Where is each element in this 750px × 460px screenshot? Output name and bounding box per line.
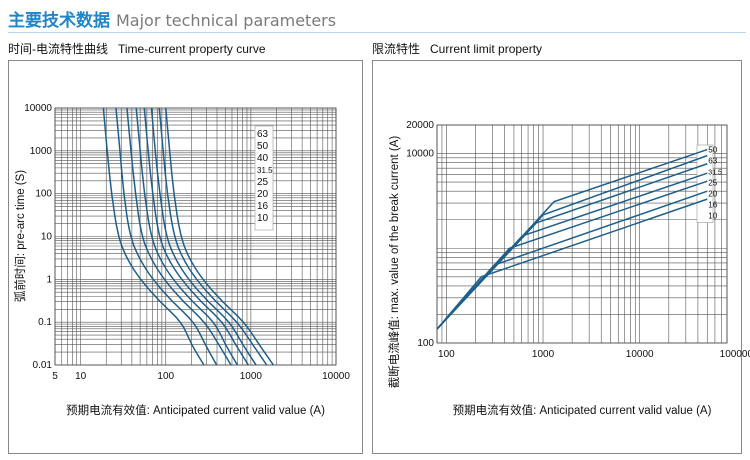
y-tick-label: 1000 [30, 146, 53, 157]
x-tick-label: 10 [75, 371, 87, 382]
x-axis-label: 预期电流有效值: Anticipated current valid value… [66, 403, 325, 417]
curve-10 [102, 107, 205, 366]
x-tick-label: 100 [157, 371, 174, 382]
curve-50 [158, 107, 268, 366]
legend-label: 25 [257, 177, 269, 188]
section-title-en: Major technical parameters [116, 11, 337, 30]
chart-time-current: 5 10 100 1000 10000 10000 1000 100 10 1 0.1 0.01 预期电… [13, 103, 350, 417]
series-label: 50 [708, 146, 717, 155]
heading-divider [8, 32, 746, 33]
x-axis-label: 预期电流有效值: Anticipated current valid value… [453, 403, 712, 417]
y-axis-label: 弧前时间: pre-arc time (S) [13, 170, 27, 302]
left-title-en: Time-current property curve [118, 42, 266, 56]
x-tick-label: 1000 [240, 371, 263, 382]
y-tick-label: 10000 [406, 149, 434, 160]
series-label: 31.5 [708, 170, 722, 177]
curve-16 [115, 107, 218, 366]
x-tick-label: 100 [438, 349, 455, 360]
legend-box [254, 125, 274, 231]
series-label: 25 [708, 179, 717, 188]
right-panel-title: 限流特性 Current limit property [372, 40, 542, 57]
y-tick-label: 1 [46, 274, 52, 285]
chart-current-limit: 100 1000 10000 100000 20000 10000 100 预期电流有效值: … [387, 120, 750, 417]
x-tick-label: 5 [52, 371, 58, 382]
curve-25 [135, 107, 239, 366]
series-label: 10 [708, 212, 717, 221]
y-tick-label: 10000 [24, 103, 52, 114]
y-tick-label: 20000 [406, 120, 434, 131]
curve-10 [436, 198, 708, 330]
legend-label: 20 [257, 189, 269, 200]
legend-label: 10 [257, 213, 269, 224]
plot-frame [436, 124, 728, 344]
legend-label: 50 [257, 141, 269, 152]
legend-label: 40 [257, 153, 269, 164]
curve-16 [436, 190, 708, 330]
plot-frame [54, 107, 337, 366]
x-tick-label: 100000 [720, 349, 750, 360]
left-panel-title: 时间-电流特性曲线 Time-current property curve [8, 40, 266, 57]
section-title-cn: 主要技术数据 [8, 11, 110, 30]
x-tick-label: 10000 [322, 371, 350, 382]
x-tick-label: 1000 [532, 349, 555, 360]
y-tick-label: 0.1 [38, 317, 52, 328]
y-tick-label: 100 [417, 338, 434, 349]
y-tick-label: 10 [41, 232, 53, 243]
y-axis-label: 截断电流峰值: max. value of the break current … [387, 136, 401, 389]
right-title-cn: 限流特性 [372, 42, 421, 56]
time-current-panel [8, 60, 363, 454]
curve-31-5 [143, 107, 249, 366]
section-heading: 主要技术数据 Major technical parameters [8, 6, 336, 31]
series-label: 63 [708, 157, 717, 166]
legend-label: 63 [257, 129, 269, 140]
x-tick-label: 10000 [626, 349, 654, 360]
series-label: 16 [708, 201, 717, 210]
curve-40 [150, 107, 257, 366]
right-title-en: Current limit property [430, 42, 543, 56]
legend-label: 16 [257, 201, 269, 212]
legend-label: 31.5 [257, 166, 273, 175]
y-tick-label: 0.01 [33, 360, 53, 371]
legend-box [696, 144, 714, 223]
curve-20 [126, 107, 232, 366]
y-tick-label: 100 [35, 189, 52, 200]
current-limit-panel [372, 60, 742, 454]
series-label: 20 [708, 190, 717, 199]
left-title-cn: 时间-电流特性曲线 [8, 42, 108, 56]
curve-63 [165, 107, 275, 366]
